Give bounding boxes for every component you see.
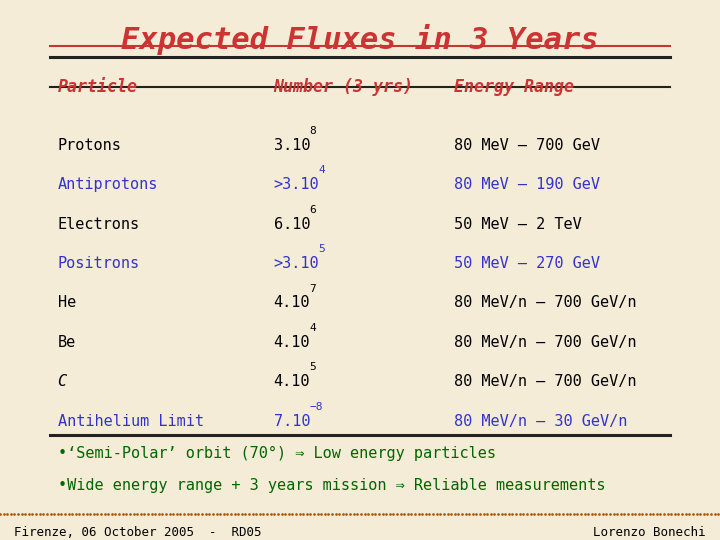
Text: 80 MeV – 190 GeV: 80 MeV – 190 GeV <box>454 177 600 192</box>
Text: 80 MeV/n – 30 GeV/n: 80 MeV/n – 30 GeV/n <box>454 414 627 429</box>
Text: 5: 5 <box>310 362 316 373</box>
Text: >3.10: >3.10 <box>274 256 319 271</box>
Text: Antiprotons: Antiprotons <box>58 177 158 192</box>
Text: −8: −8 <box>310 402 323 412</box>
Text: 4: 4 <box>310 323 316 333</box>
Text: Particle: Particle <box>58 78 138 96</box>
Text: C: C <box>58 374 67 389</box>
Text: 80 MeV – 700 GeV: 80 MeV – 700 GeV <box>454 138 600 153</box>
Text: Lorenzo Bonechi: Lorenzo Bonechi <box>593 526 706 539</box>
Text: 4.10: 4.10 <box>274 335 310 350</box>
Text: 80 MeV/n – 700 GeV/n: 80 MeV/n – 700 GeV/n <box>454 295 636 310</box>
Text: He: He <box>58 295 76 310</box>
Text: 80 MeV/n – 700 GeV/n: 80 MeV/n – 700 GeV/n <box>454 374 636 389</box>
Text: Antihelium Limit: Antihelium Limit <box>58 414 204 429</box>
Text: Protons: Protons <box>58 138 122 153</box>
Text: Be: Be <box>58 335 76 350</box>
Text: 50 MeV – 2 TeV: 50 MeV – 2 TeV <box>454 217 581 232</box>
Text: 6.10: 6.10 <box>274 217 310 232</box>
Text: Number (3 yrs): Number (3 yrs) <box>274 78 413 96</box>
Text: •‘Semi-Polar’ orbit (70°) ⇒ Low energy particles: •‘Semi-Polar’ orbit (70°) ⇒ Low energy p… <box>58 446 495 461</box>
Text: 4.10: 4.10 <box>274 295 310 310</box>
Text: 80 MeV/n – 700 GeV/n: 80 MeV/n – 700 GeV/n <box>454 335 636 350</box>
Text: >3.10: >3.10 <box>274 177 319 192</box>
Text: 7.10: 7.10 <box>274 414 310 429</box>
Text: Firenze, 06 October 2005  -  RD05: Firenze, 06 October 2005 - RD05 <box>14 526 262 539</box>
Text: 4.10: 4.10 <box>274 374 310 389</box>
Text: Positrons: Positrons <box>58 256 140 271</box>
Text: 5: 5 <box>319 244 325 254</box>
Text: 50 MeV – 270 GeV: 50 MeV – 270 GeV <box>454 256 600 271</box>
Text: •Wide energy range + 3 years mission ⇒ Reliable measurements: •Wide energy range + 3 years mission ⇒ R… <box>58 478 605 493</box>
Text: Expected Fluxes in 3 Years: Expected Fluxes in 3 Years <box>121 24 599 55</box>
Text: Energy Range: Energy Range <box>454 78 574 96</box>
Text: 4: 4 <box>319 165 325 176</box>
Text: 8: 8 <box>310 126 316 136</box>
Text: 3.10: 3.10 <box>274 138 310 153</box>
Text: 7: 7 <box>310 284 316 294</box>
Text: Electrons: Electrons <box>58 217 140 232</box>
Text: 6: 6 <box>310 205 316 215</box>
